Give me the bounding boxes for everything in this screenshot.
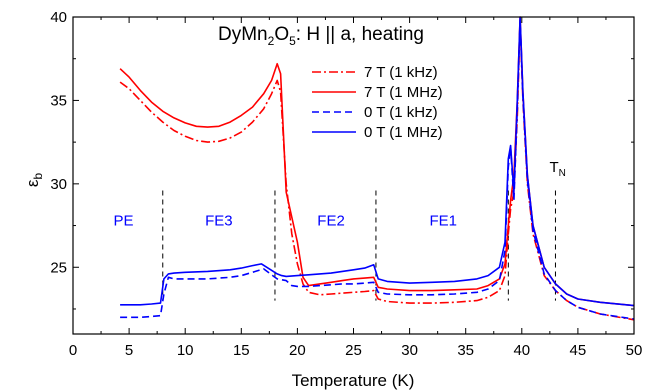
y-tick-label: 25 [50, 259, 67, 276]
x-tick-label: 45 [570, 342, 587, 359]
legend-label: 7 T (1 MHz) [364, 84, 443, 101]
chart-title-mid: O [274, 24, 289, 45]
x-tick-label: 15 [233, 342, 250, 359]
legend-label: 0 T (1 kHz) [364, 104, 438, 121]
tn-label-main: T [549, 159, 558, 176]
chart-title-sub1: 2 [268, 34, 275, 48]
x-tick-label: 0 [69, 342, 77, 359]
x-tick-label: 40 [513, 342, 530, 359]
x-axis-title: Temperature (K) [292, 371, 415, 390]
y-axis-title-sub: b [31, 173, 45, 180]
phase-labels: PE FE3 FE2 FE1 [113, 213, 457, 230]
phase-label: FE1 [430, 213, 458, 230]
x-tick-label: 25 [345, 342, 362, 359]
legend-label: 0 T (1 MHz) [364, 124, 443, 141]
x-tick-label: 20 [289, 342, 306, 359]
y-tick-label: 30 [50, 176, 67, 193]
x-tick-label: 50 [626, 342, 643, 359]
phase-label: FE3 [205, 213, 233, 230]
y-tick-label: 40 [50, 9, 67, 26]
tn-label: TN [549, 159, 565, 179]
x-tick-label: 30 [401, 342, 418, 359]
legend: 7 T (1 kHz) 7 T (1 MHz) 0 T (1 kHz) 0 T (1 … [312, 64, 443, 141]
phase-label: PE [113, 213, 133, 230]
y-tick-label: 35 [50, 92, 67, 109]
legend-label: 7 T (1 kHz) [364, 64, 438, 81]
x-tick-label: 35 [457, 342, 474, 359]
series-line [120, 16, 635, 307]
x-tick-label: 10 [177, 342, 194, 359]
y-axis-title-main: ε [23, 179, 42, 187]
chart-title-suffix: : H || a, heating [296, 24, 424, 45]
phase-label: FE2 [317, 213, 345, 230]
chart-title-sub2: 5 [289, 34, 296, 48]
tn-label-sub: N [559, 168, 566, 179]
chart-title-prefix: DyMn [218, 24, 268, 45]
x-axis: 0 5 10 15 20 25 30 35 40 45 50 [69, 17, 643, 359]
y-axis: 25 30 35 40 [50, 9, 634, 310]
x-tick-label: 5 [125, 342, 133, 359]
y-axis-title: εb [23, 173, 45, 188]
chart-title: DyMn2O5: H || a, heating [218, 24, 424, 48]
series-layer [119, 16, 635, 321]
